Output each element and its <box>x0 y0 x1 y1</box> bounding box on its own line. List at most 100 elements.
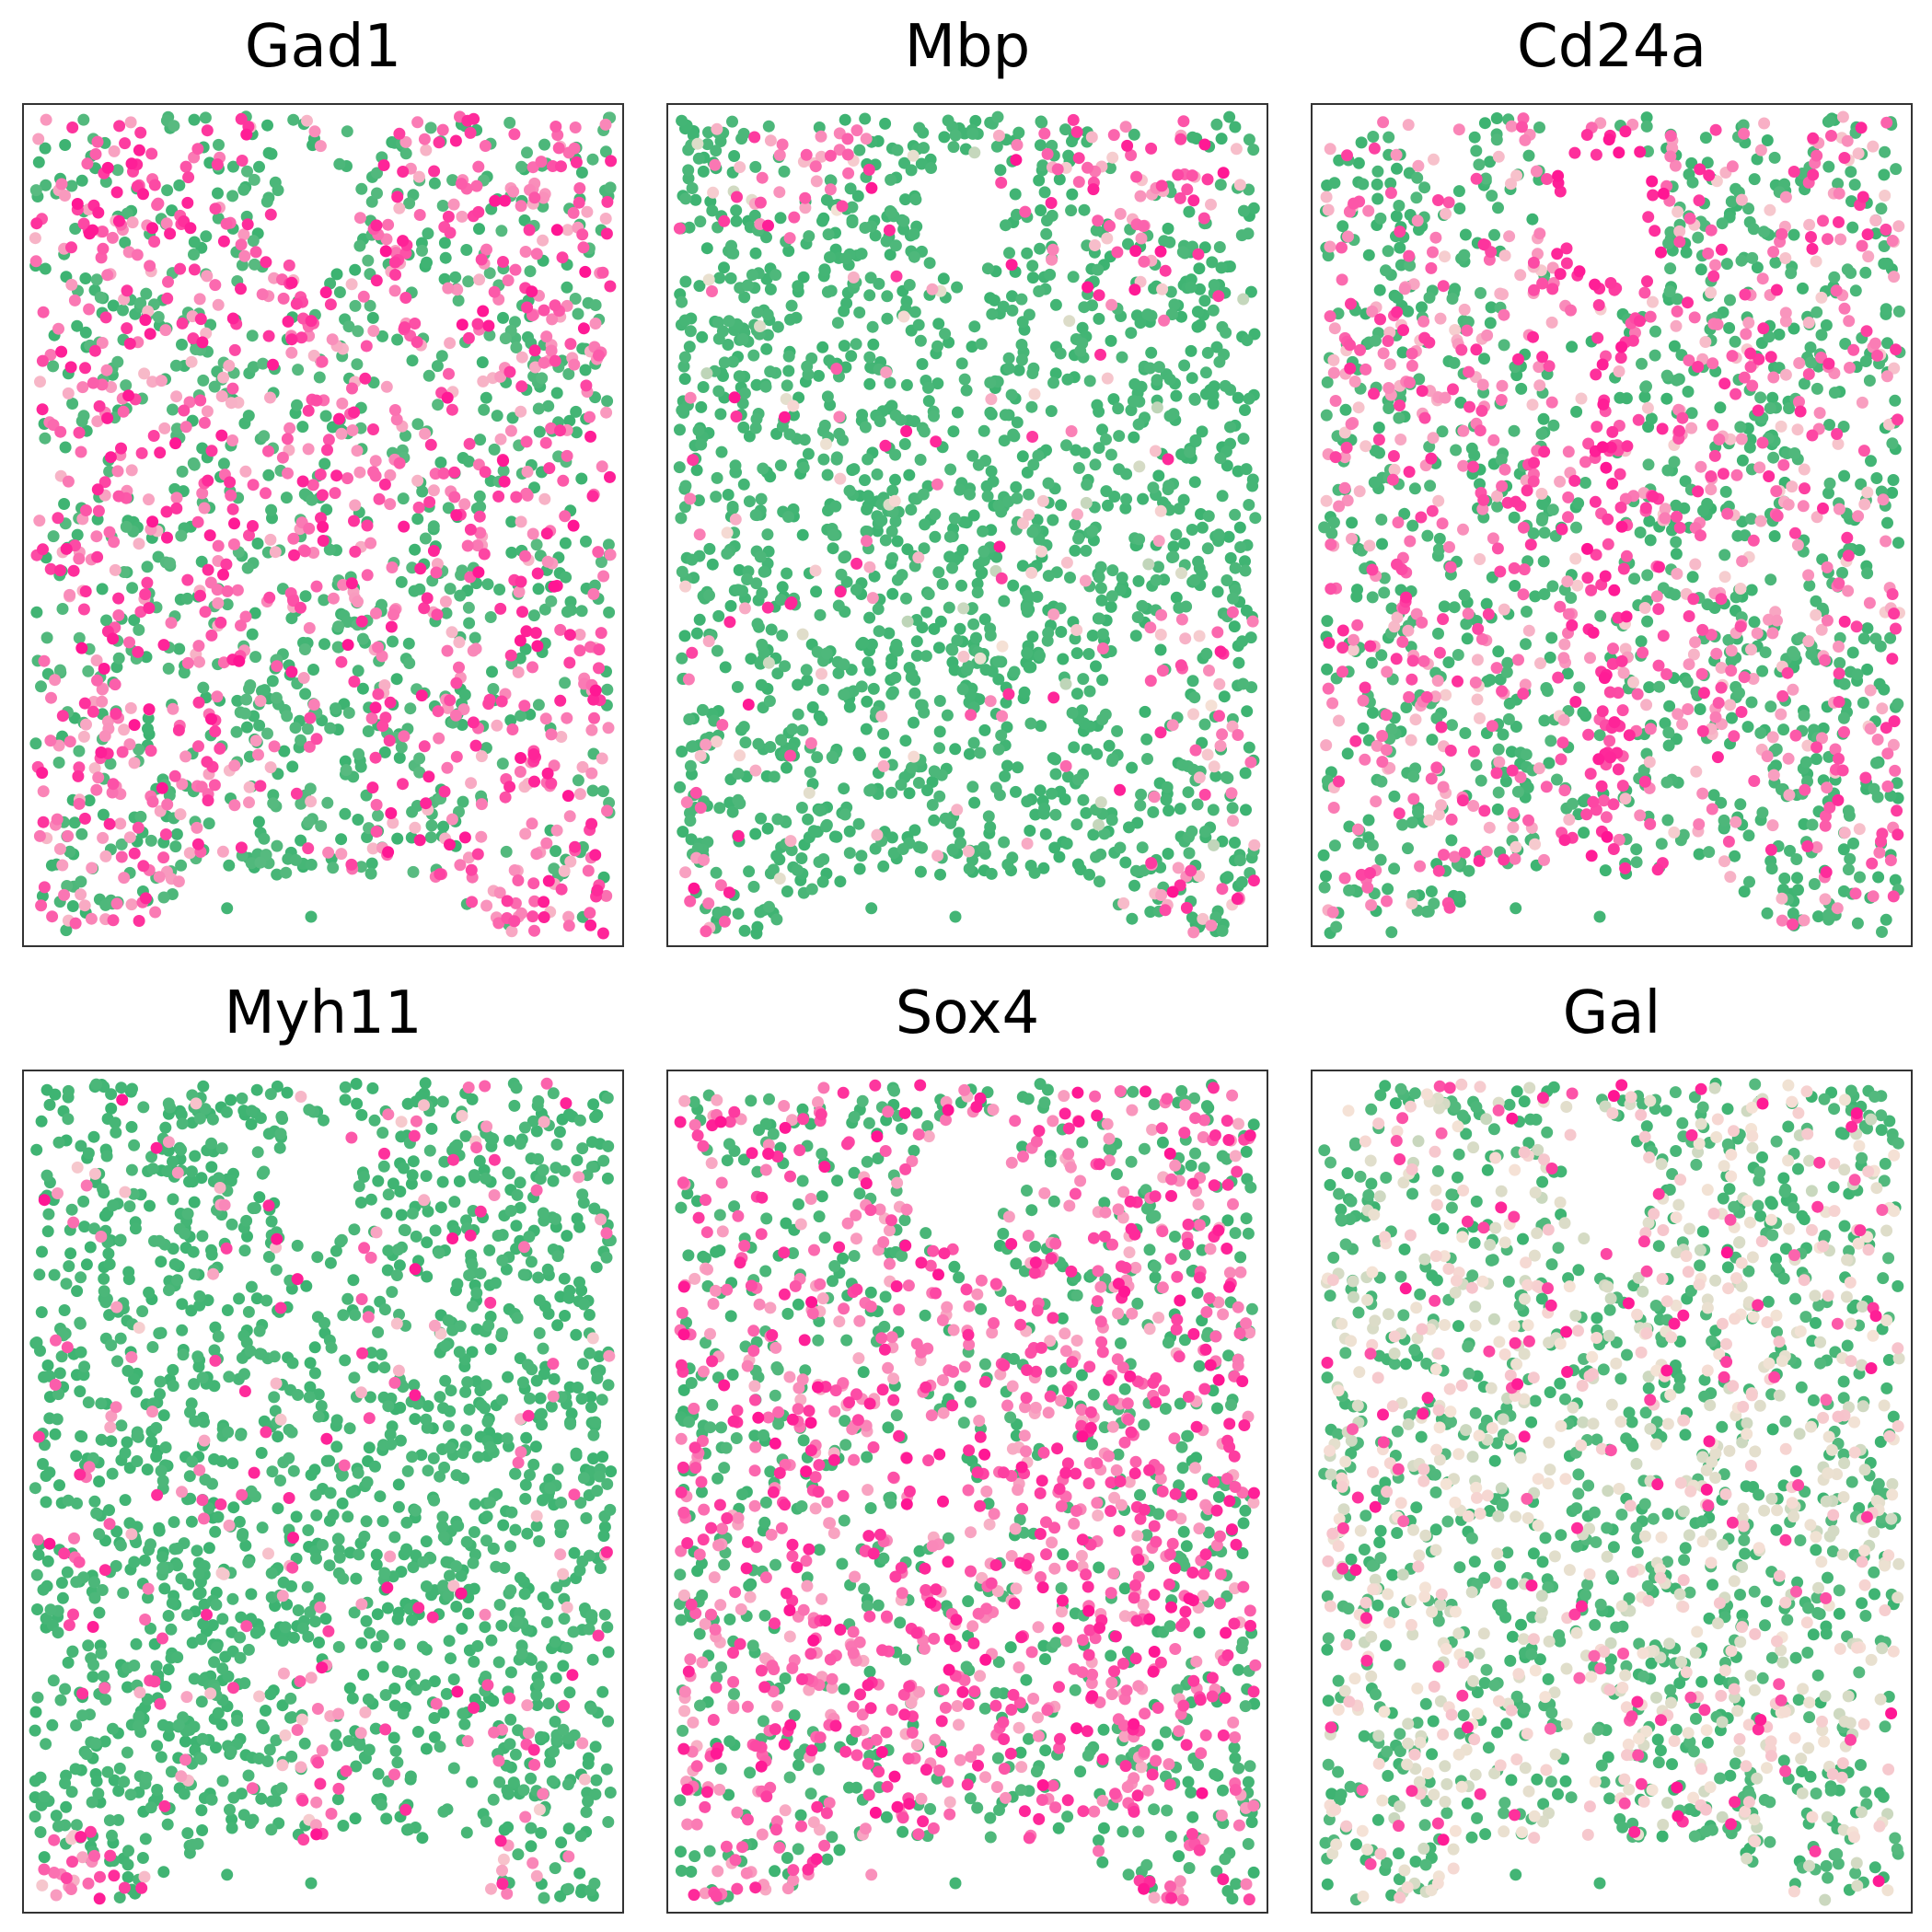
scatter-point <box>1216 924 1229 937</box>
scatter-point <box>526 285 538 298</box>
scatter-point <box>1032 449 1045 462</box>
scatter-point <box>454 859 467 872</box>
scatter-point <box>362 725 375 737</box>
scatter-point <box>377 159 390 171</box>
scatter-point <box>456 564 469 577</box>
scatter-point <box>877 759 890 772</box>
scatter-point <box>1570 521 1582 534</box>
scatter-point <box>861 503 873 515</box>
scatter-point <box>472 566 485 579</box>
scatter-point <box>1533 379 1546 392</box>
scatter-point <box>366 781 379 794</box>
scatter-point <box>805 883 818 896</box>
scatter-point <box>310 394 323 407</box>
scatter-point <box>1725 195 1738 208</box>
scatter-point <box>92 504 105 517</box>
scatter-point <box>336 397 349 410</box>
scatter-point <box>1178 359 1191 372</box>
scatter-point <box>88 762 101 775</box>
scatter-point <box>310 733 323 746</box>
scatter-point <box>81 157 94 170</box>
scatter-point <box>497 455 510 468</box>
scatter-point <box>93 399 106 412</box>
scatter-point <box>296 421 309 434</box>
scatter-point <box>924 153 937 166</box>
scatter-point <box>497 311 509 324</box>
scatter-point <box>1229 561 1242 574</box>
scatter-point <box>64 588 76 601</box>
scatter-point <box>928 410 940 422</box>
scatter-point <box>161 531 173 544</box>
scatter-point <box>528 924 540 937</box>
scatter-point <box>530 538 543 551</box>
scatter-point <box>1859 355 1872 367</box>
scatter-point <box>908 687 921 700</box>
scatter-point <box>1126 761 1139 774</box>
scatter-point <box>750 412 763 425</box>
scatter-point <box>941 709 954 722</box>
scatter-point <box>910 614 923 626</box>
scatter-point <box>73 426 86 439</box>
scatter-point <box>1686 176 1699 189</box>
scatter-point <box>89 148 102 160</box>
scatter-point <box>563 810 576 823</box>
scatter-point <box>1336 220 1349 233</box>
scatter-point <box>711 122 723 135</box>
scatter-point <box>1503 697 1516 710</box>
scatter-point <box>1434 312 1447 325</box>
scatter-point <box>863 784 876 797</box>
scatter-point <box>318 638 330 651</box>
scatter-point <box>482 319 495 332</box>
scatter-point <box>163 789 176 802</box>
scatter-point <box>33 515 46 527</box>
scatter-point <box>782 364 795 377</box>
scatter-point <box>1162 222 1174 235</box>
scatter-point <box>464 126 477 139</box>
scatter-point <box>510 491 523 503</box>
scatter-point <box>32 156 45 168</box>
scatter-point <box>38 881 51 894</box>
scatter-point <box>103 817 116 830</box>
scatter-point <box>955 357 968 370</box>
scatter-point <box>833 427 846 440</box>
scatter-point <box>750 378 763 391</box>
scatter-point <box>908 306 921 318</box>
scatter-point <box>1067 271 1080 283</box>
scatter-point <box>444 226 457 239</box>
scatter-point <box>743 430 756 443</box>
scatter-point <box>1119 856 1132 869</box>
scatter-point <box>1869 632 1882 645</box>
scatter-point <box>1214 179 1227 191</box>
scatter-point <box>1020 602 1033 615</box>
scatter-point <box>520 487 533 500</box>
scatter-point <box>1408 482 1421 495</box>
scatter-point <box>535 156 548 168</box>
scatter-point <box>1409 713 1422 726</box>
scatter-point <box>281 710 294 723</box>
scatter-point <box>75 642 88 654</box>
scatter-point <box>1736 454 1749 467</box>
scatter-point <box>1140 733 1153 746</box>
scatter-point <box>98 476 111 489</box>
scatter-point <box>1174 191 1186 204</box>
scatter-point <box>1697 504 1709 517</box>
scatter-point <box>957 650 970 663</box>
scatter-point <box>866 320 879 333</box>
scatter-point <box>1533 762 1545 775</box>
scatter-point <box>371 167 383 179</box>
scatter-point <box>73 745 86 758</box>
scatter-point <box>1779 252 1792 264</box>
scatter-point <box>1594 609 1607 622</box>
scatter-point <box>579 364 592 376</box>
scatter-point <box>477 375 490 388</box>
scatter-point <box>1320 494 1333 507</box>
scatter-point <box>1563 814 1576 826</box>
scatter-point <box>774 459 787 472</box>
scatter-point <box>561 711 573 724</box>
scatter-point <box>288 549 300 561</box>
scatter-point <box>832 599 845 612</box>
scatter-point <box>1152 535 1165 548</box>
scatter-point <box>110 897 123 910</box>
scatter-point <box>575 167 588 179</box>
scatter-point <box>593 662 605 675</box>
